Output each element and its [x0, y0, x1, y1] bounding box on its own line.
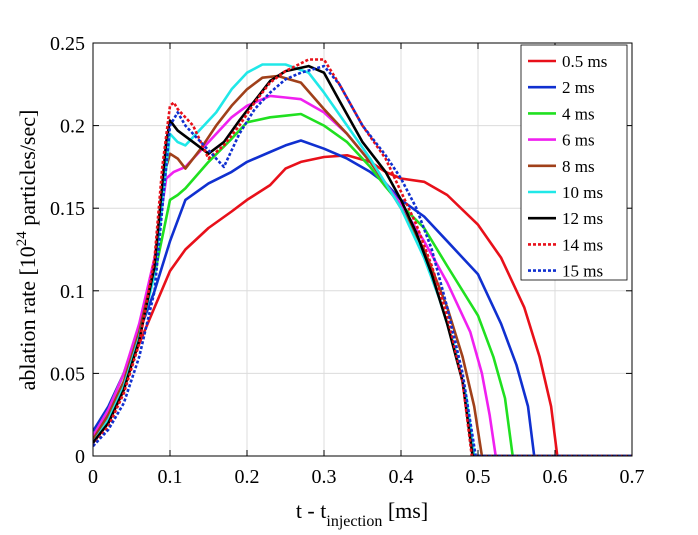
x-tick-label: 0.7 — [620, 466, 645, 488]
plot-frame — [92, 42, 633, 457]
series-line-14-ms — [93, 58, 632, 456]
y-tick-label: 0.15 — [50, 198, 85, 220]
x-axis-label: t - tinjection [ms] — [296, 498, 428, 530]
x-tick-label: 0.1 — [158, 466, 183, 488]
legend-box — [520, 44, 628, 281]
legend-entry-label: 6 ms — [562, 131, 595, 150]
x-tick-label: 0 — [88, 466, 98, 488]
legend: 0.5 ms 2 ms 4 ms 6 ms 8 ms 10 ms 12 ms 14 ms 15 … — [520, 44, 628, 281]
y-tick-label: 0.2 — [60, 116, 85, 138]
series-line-0-5-ms — [93, 154, 632, 456]
legend-entry-label: 15 ms — [562, 262, 603, 281]
x-tick-label: 0.6 — [543, 466, 568, 488]
series-line-2-ms — [93, 139, 632, 456]
series-layer — [93, 58, 632, 456]
legend-entry-label: 8 ms — [562, 157, 595, 176]
y-axis-label: ablation rate [1024 particles/sec] — [14, 110, 40, 391]
legend-entry-label: 0.5 ms — [562, 52, 607, 71]
x-tick-label: 0.3 — [312, 466, 337, 488]
y-axis-label-suffix: particles/sec] — [15, 110, 40, 232]
series-line-12-ms — [93, 64, 632, 456]
y-tick-label: 0.25 — [50, 33, 85, 55]
x-axis-label-main: t - t — [296, 498, 327, 523]
x-axis-label-unit: [ms] — [382, 498, 428, 523]
y-axis-label-superscript: 24 — [14, 231, 30, 247]
y-axis-label-prefix: ablation rate [10 — [15, 246, 40, 390]
y-tick-label: 0 — [75, 446, 85, 468]
x-tick-label: 0.2 — [235, 466, 260, 488]
x-axis-label-subscript: injection — [326, 513, 382, 530]
legend-entry-label: 14 ms — [562, 235, 603, 254]
x-tick-label: 0.4 — [389, 466, 414, 488]
legend-entry-label: 10 ms — [562, 183, 603, 202]
tick-labels: 0 0.1 0.2 0.3 0.4 0.5 0.6 0.7 0 0.05 0.1 0.15 0.2 0.2… — [50, 33, 645, 488]
y-tick-label: 0.1 — [60, 281, 85, 303]
legend-entry-label: 12 ms — [562, 209, 603, 228]
series-line-15-ms — [93, 64, 632, 456]
legend-entry-label: 4 ms — [562, 104, 595, 123]
legend-entry-label: 2 ms — [562, 78, 595, 97]
y-tick-label: 0.05 — [50, 363, 85, 385]
x-tick-label: 0.5 — [466, 466, 491, 488]
